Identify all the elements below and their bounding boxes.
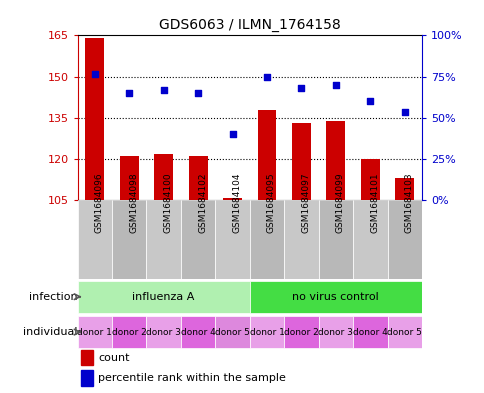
Bar (394, 178, 413, 200)
Point (262, 73, 270, 80)
Point (366, 98, 374, 105)
Point (400, 109, 408, 116)
Bar (326, 121, 345, 200)
Text: donor 5: donor 5 (215, 328, 249, 336)
Text: GSM1684103: GSM1684103 (404, 173, 413, 233)
Text: GSM1684101: GSM1684101 (370, 173, 378, 233)
Text: GSM1684098: GSM1684098 (129, 173, 138, 233)
Bar (77, 316, 112, 348)
Point (91, 71, 99, 77)
Bar (352, 316, 387, 348)
Point (297, 84, 305, 91)
Bar (215, 200, 249, 279)
Text: donor 5: donor 5 (387, 328, 421, 336)
Text: donor 2: donor 2 (284, 328, 318, 336)
Bar (85, 38, 104, 200)
Text: donor 3: donor 3 (146, 328, 181, 336)
Text: donor 3: donor 3 (318, 328, 352, 336)
Point (160, 87, 167, 94)
Title: GDS6063 / ILMN_1764158: GDS6063 / ILMN_1764158 (159, 18, 340, 31)
Bar (318, 200, 352, 279)
Bar (249, 316, 284, 348)
Bar (77, 281, 249, 313)
Bar (112, 200, 146, 279)
Bar (112, 316, 146, 348)
Text: GSM1684102: GSM1684102 (197, 173, 207, 233)
Text: no virus control: no virus control (292, 292, 378, 302)
Bar (387, 200, 421, 279)
Point (228, 131, 236, 138)
Bar (215, 316, 249, 348)
Bar (146, 316, 181, 348)
Text: percentile rank within the sample: percentile rank within the sample (98, 373, 286, 383)
Bar (387, 316, 421, 348)
Bar (188, 156, 207, 200)
Text: GSM1684096: GSM1684096 (95, 173, 104, 233)
Bar (154, 154, 173, 200)
Point (194, 90, 201, 96)
Text: individual: individual (23, 327, 77, 337)
Bar (249, 281, 421, 313)
Text: infection: infection (29, 292, 77, 302)
Text: donor 1: donor 1 (249, 328, 284, 336)
Bar (81, 350, 93, 365)
Text: GSM1684097: GSM1684097 (301, 173, 310, 233)
Text: GSM1684100: GSM1684100 (164, 173, 172, 233)
Bar (291, 123, 310, 200)
Bar (120, 156, 138, 200)
Bar (146, 200, 181, 279)
Bar (181, 316, 215, 348)
Text: GSM1684104: GSM1684104 (232, 173, 241, 233)
Bar (249, 200, 284, 279)
Bar (352, 200, 387, 279)
Bar (360, 159, 379, 200)
Bar (318, 316, 352, 348)
Bar (77, 200, 112, 279)
Point (331, 82, 339, 88)
Text: donor 1: donor 1 (77, 328, 112, 336)
Bar (223, 198, 242, 200)
Bar (181, 200, 215, 279)
Bar (284, 200, 318, 279)
Text: count: count (98, 353, 130, 363)
Text: donor 4: donor 4 (352, 328, 387, 336)
Point (125, 90, 133, 96)
Text: influenza A: influenza A (132, 292, 195, 302)
Text: GSM1684095: GSM1684095 (266, 173, 275, 233)
Text: donor 2: donor 2 (112, 328, 146, 336)
Text: GSM1684099: GSM1684099 (335, 173, 344, 233)
Bar (81, 371, 93, 386)
Text: donor 4: donor 4 (181, 328, 215, 336)
Bar (284, 316, 318, 348)
Bar (257, 110, 276, 200)
